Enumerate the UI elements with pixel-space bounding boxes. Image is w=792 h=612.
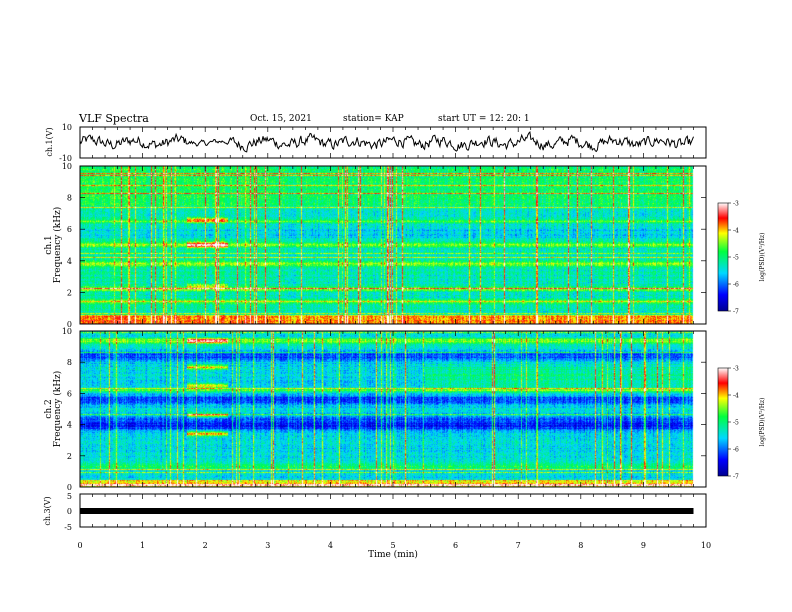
x-tick-label: 9	[641, 541, 646, 550]
ch1-spectrogram-ytick-label: 10	[62, 162, 72, 171]
ch1-colorbar-tick-label: -5	[733, 255, 739, 262]
ch2-colorbar-gradient	[717, 367, 729, 477]
x-tick-label: 2	[203, 541, 208, 550]
ch1-spectrogram-ytick-label: 0	[67, 320, 72, 329]
ch1-spectrogram-ylabel-frequency: Frequency (kHz)	[52, 207, 63, 284]
ch1-waveform-ylabel: ch.1(V)	[45, 127, 54, 156]
ch1-colorbar-tick-label: -3	[733, 201, 739, 208]
ch1-waveform-trace	[80, 131, 694, 153]
x-tick-label: 1	[140, 541, 145, 550]
x-axis-label: Time (min)	[368, 549, 418, 560]
start-time-label: start UT = 12: 20: 1	[438, 114, 530, 124]
x-tick-label: 7	[516, 541, 521, 550]
ch2-colorbar-label: log(PSD)(V²/Hz)	[759, 398, 766, 447]
ch1-colorbar-tick-label: -6	[733, 282, 739, 289]
ch3-ytick-bottom: -5	[64, 523, 72, 532]
ch1-spectrogram-ylabel-channel: ch.1	[44, 235, 54, 254]
ch3-waveform-ylabel: ch.3(V)	[43, 496, 52, 525]
x-tick-label: 5	[390, 541, 395, 550]
ch2-spectrogram-ylabel-frequency: Frequency (kHz)	[52, 371, 63, 448]
ch2-colorbar-tick-label: -3	[733, 366, 739, 373]
x-tick-label: 10	[701, 541, 711, 550]
ch1-colorbar: -3 -4 -5 -6 -7 log(PSD)(V²/Hz)	[717, 201, 766, 316]
x-tick-label: 4	[328, 541, 333, 550]
ch3-waveform-panel: 5 0 -5 ch.3(V) 0 1 2 3 4 5 6 7 8 9 10 Time (min)	[43, 492, 711, 560]
ch2-colorbar-tick-label: -6	[733, 447, 739, 454]
ch2-colorbar-tick-label: -5	[733, 420, 739, 427]
ch1-ytick-bottom: -10	[59, 154, 72, 163]
ch1-spectrogram-ytick-label: 6	[67, 225, 72, 234]
date-label: Oct. 15, 2021	[250, 114, 312, 124]
ch2-spectrogram-panel: 0 2 4 6 8 10 ch.2 Frequency (kHz)	[44, 327, 707, 492]
ch2-spectrogram-ylabel-channel: ch.2	[44, 399, 54, 418]
station-label: station= KAP	[343, 114, 404, 124]
ch2-spectrogram-ytick-label: 10	[62, 327, 72, 336]
ch2-colorbar-tick-label: -4	[733, 393, 739, 400]
ch2-spectrogram-ytick-label: 4	[67, 421, 72, 430]
ch1-colorbar-label: log(PSD)(V²/Hz)	[759, 233, 766, 282]
ch3-ytick-top: 5	[67, 492, 72, 501]
ch2-spectrogram-ytick-label: 6	[67, 389, 72, 398]
ch1-waveform-panel: 10 -10 ch.1(V)	[45, 123, 707, 163]
ch1-spectrogram-ytick-label: 8	[67, 194, 72, 203]
x-tick-label: 6	[453, 541, 458, 550]
x-tick-label: 0	[77, 541, 82, 550]
ch2-spectrogram-ytick-label: 0	[67, 483, 72, 492]
figure-title: VLF Spectra	[79, 112, 149, 125]
ch2-spectrogram-ytick-label: 2	[67, 452, 72, 461]
ch1-colorbar-gradient	[717, 202, 729, 312]
ch1-spectrogram-panel: 0 2 4 6 8 10 ch.1 Frequency (kHz)	[44, 162, 707, 329]
ch1-ytick-top: 10	[62, 123, 72, 132]
ch1-colorbar-tick-label: -7	[733, 309, 739, 316]
ch1-spectrogram-ytick-label: 2	[67, 288, 72, 297]
ch2-colorbar: -3 -4 -5 -6 -7 log(PSD)(V²/Hz)	[717, 366, 766, 481]
ch1-colorbar-tick-label: -4	[733, 228, 739, 235]
ch3-waveform-trace	[80, 508, 694, 514]
ch2-spectrogram-ytick-label: 8	[67, 358, 72, 367]
ch2-colorbar-tick-label: -7	[733, 474, 739, 481]
x-tick-label: 8	[578, 541, 583, 550]
x-tick-label: 3	[265, 541, 270, 550]
ch1-spectrogram-ytick-label: 4	[67, 257, 72, 266]
ch3-ytick-middle: 0	[67, 507, 72, 516]
